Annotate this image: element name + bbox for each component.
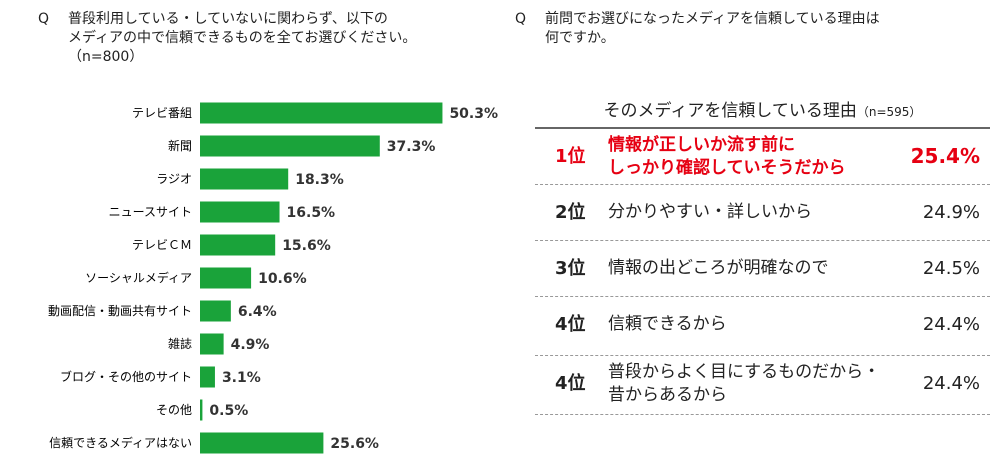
- category-label: ラジオ: [156, 172, 192, 186]
- category-label: 新聞: [168, 138, 192, 153]
- rank: 4位: [555, 314, 586, 335]
- bar: [200, 135, 380, 157]
- bar: [200, 432, 324, 454]
- value-label: 50.3%: [449, 106, 498, 122]
- table-row: 3位 情報の出どころが明確なので 24.5%: [535, 241, 990, 297]
- bar: [200, 201, 280, 223]
- table-title-text: そのメディアを信頼している理由: [603, 101, 857, 121]
- bar: [200, 333, 224, 355]
- rank: 3位: [555, 258, 586, 279]
- category-label: ニュースサイト: [109, 205, 192, 219]
- category-label: 信頼できるメディアはない: [49, 435, 192, 450]
- bar: [200, 267, 252, 289]
- value-label: 16.5%: [287, 205, 336, 221]
- q-mark: Q: [38, 11, 50, 27]
- value-label: 25.6%: [330, 436, 379, 452]
- bar: [200, 366, 215, 388]
- rank: 2位: [555, 202, 586, 223]
- bar: [200, 102, 443, 124]
- value-label: 18.3%: [295, 172, 344, 188]
- value-label: 3.1%: [222, 370, 261, 386]
- percentage: 24.5%: [922, 258, 980, 279]
- question-text: 普段利用している・していないに関わらず、以下の メディアの中で信頼できるものを全…: [68, 11, 417, 65]
- value-label: 15.6%: [282, 238, 331, 254]
- table-row: 4位 普段からよく目にするものだから・ 昔からあるから 24.4%: [535, 356, 990, 415]
- value-label: 0.5%: [209, 403, 248, 419]
- sample-size: （n=595）: [856, 105, 922, 119]
- table-title: そのメディアを信頼している理由（n=595）: [535, 95, 990, 127]
- media-trust-bar-chart: テレビ番組 50.3% 新聞 37.3% ラジオ 18.3% ニュースサイト 16.5% テレビ…: [48, 102, 498, 454]
- category-label: ブログ・その他のサイト: [60, 369, 192, 384]
- reason: 信頼できるから: [608, 314, 727, 334]
- reasons-table: そのメディアを信頼している理由（n=595） 1位 情報が正しいか流す前に しっか…: [535, 95, 990, 415]
- bar: [200, 234, 276, 256]
- percentage: 25.4%: [910, 144, 980, 168]
- table-row: 2位 分かりやすい・詳しいから 24.9%: [535, 185, 990, 241]
- reason: 情報が正しいか流す前に しっかり確認していそうだから: [608, 134, 846, 178]
- table-row: 4位 信頼できるから 24.4%: [535, 297, 990, 356]
- category-label: ソーシャルメディア: [85, 270, 192, 285]
- category-label: テレビＣＭ: [132, 238, 192, 252]
- value-label: 4.9%: [231, 337, 270, 353]
- bar: [200, 300, 231, 322]
- percentage: 24.9%: [922, 202, 980, 223]
- category-label: テレビ番組: [132, 106, 192, 120]
- category-label: その他: [156, 403, 192, 417]
- value-label: 10.6%: [258, 271, 307, 287]
- reason: 情報の出どころが明確なので: [608, 258, 829, 278]
- header-divider: [535, 127, 990, 129]
- value-label: 6.4%: [238, 304, 277, 320]
- percentage: 24.4%: [922, 314, 980, 335]
- question-text: 前問でお選びになったメディアを信頼している理由は 何ですか。: [545, 11, 880, 46]
- table-row: 1位 情報が正しいか流す前に しっかり確認していそうだから 25.4%: [535, 129, 990, 185]
- reason: 分かりやすい・詳しいから: [608, 202, 812, 222]
- category-label: 動画配信・動画共有サイト: [48, 304, 192, 318]
- right-question: Q 前問でお選びになったメディアを信頼している理由は 何ですか。: [515, 10, 995, 50]
- rank: 1位: [555, 146, 586, 167]
- left-question: Q 普段利用している・していないに関わらず、以下の メディアの中で信頼できるもの…: [38, 10, 498, 70]
- bar: [200, 168, 289, 190]
- rank: 4位: [555, 373, 586, 394]
- reason: 普段からよく目にするものだから・ 昔からあるから: [608, 361, 881, 405]
- bar: [200, 399, 203, 421]
- percentage: 24.4%: [922, 373, 980, 394]
- category-label: 雑誌: [168, 336, 192, 351]
- value-label: 37.3%: [387, 139, 436, 155]
- q-mark: Q: [515, 11, 527, 27]
